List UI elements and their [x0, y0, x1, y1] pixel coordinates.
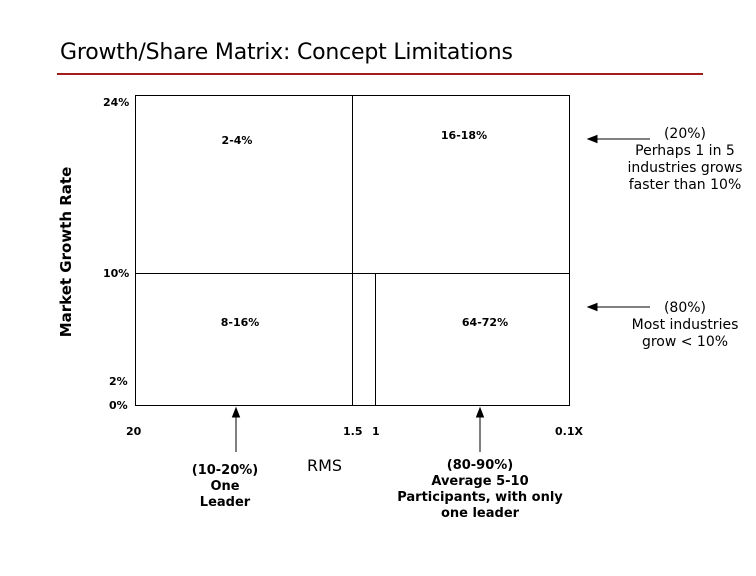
- arrow-right-top-head: [586, 134, 598, 144]
- y-tick-0: 0%: [109, 399, 128, 412]
- horizontal-divider-10: [135, 273, 570, 274]
- vertical-divider-1: [375, 274, 376, 405]
- x-tick-1: 1: [372, 425, 380, 438]
- quadrant-top-left: 2-4%: [221, 134, 253, 147]
- y-tick-10: 10%: [103, 267, 130, 280]
- note-top-line-2: Perhaps 1 in 5: [635, 143, 735, 159]
- note-left-line-1: (10-20%): [191, 463, 259, 478]
- note-bottom-center-right: (80-90%) Average 5-10 Participants, with…: [397, 458, 563, 522]
- note-right-line-1: (80-90%): [446, 458, 514, 473]
- x-tick-20: 20: [126, 425, 142, 438]
- note-top-line-1: (20%): [663, 126, 707, 142]
- x-tick-1-5: 1.5: [343, 425, 363, 438]
- x-tick-0-1x: 0.1X: [555, 425, 583, 438]
- arrow-right-bottom-head: [586, 302, 598, 312]
- quadrant-bottom-left: 8-16%: [220, 316, 260, 329]
- note-top-line-3: industries grows: [627, 160, 743, 176]
- slide-title: Growth/Share Matrix: Concept Limitations: [60, 40, 513, 65]
- arrow-bottom-right-head: [475, 406, 485, 418]
- note-right-line-2: Average 5-10: [431, 474, 529, 489]
- vertical-divider-1-5: [352, 95, 353, 405]
- quadrant-top-right: 16-18%: [440, 129, 488, 142]
- note-left-line-3: Leader: [199, 495, 251, 510]
- note-top-right: (20%) Perhaps 1 in 5 industries grows fa…: [610, 126, 756, 194]
- quadrant-bottom-right: 64-72%: [461, 316, 509, 329]
- note-bottom-line-2: Most industries: [631, 317, 739, 333]
- note-top-line-4: faster than 10%: [628, 177, 742, 193]
- y-tick-2: 2%: [109, 375, 128, 388]
- note-left-line-2: One: [210, 479, 240, 494]
- note-bottom-line-3: grow < 10%: [641, 334, 729, 350]
- note-bottom-line-1: (80%): [663, 300, 707, 316]
- y-tick-24: 24%: [103, 96, 130, 109]
- note-right-line-4: one leader: [440, 506, 520, 521]
- note-right-line-3: Participants, with only: [397, 490, 563, 505]
- arrow-bottom-left-head: [231, 406, 241, 418]
- note-bottom-left: (10-20%) One Leader: [192, 463, 259, 511]
- x-axis-label: RMS: [307, 456, 343, 475]
- note-bottom-right: (80%) Most industries grow < 10%: [610, 300, 756, 351]
- title-underline: [57, 73, 703, 75]
